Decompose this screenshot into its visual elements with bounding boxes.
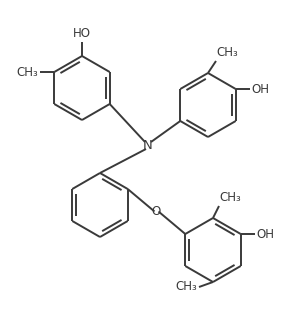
- Text: OH: OH: [252, 82, 270, 96]
- Text: CH₃: CH₃: [219, 191, 241, 204]
- Text: O: O: [152, 205, 161, 218]
- Text: OH: OH: [257, 228, 275, 241]
- Text: CH₃: CH₃: [16, 65, 38, 79]
- Text: N: N: [143, 138, 153, 151]
- Text: CH₃: CH₃: [175, 280, 197, 293]
- Text: CH₃: CH₃: [216, 46, 238, 59]
- Text: HO: HO: [73, 27, 91, 40]
